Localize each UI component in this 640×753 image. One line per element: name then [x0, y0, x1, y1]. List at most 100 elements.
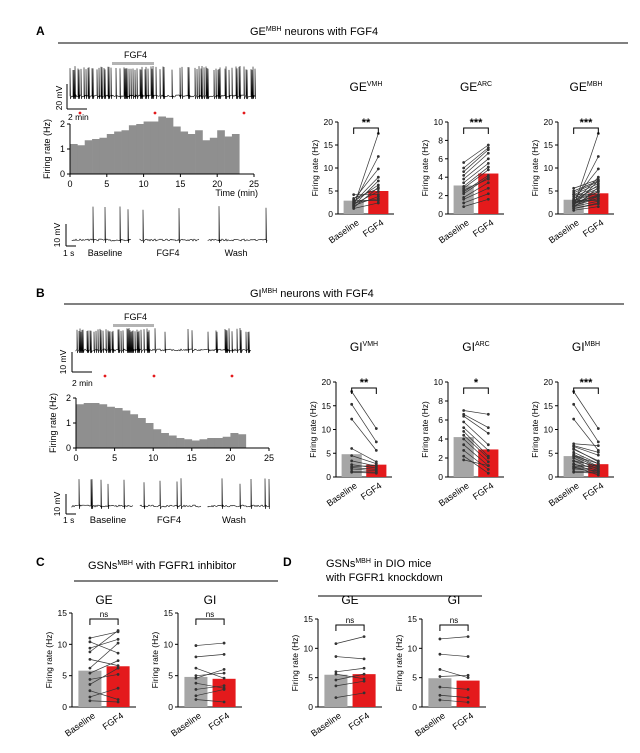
- paired-line: [463, 158, 489, 180]
- significance-label: **: [360, 377, 369, 389]
- data-point: [116, 651, 120, 655]
- data-point: [462, 433, 466, 437]
- paired-line: [89, 674, 119, 680]
- data-point: [596, 183, 600, 187]
- data-point: [572, 456, 576, 460]
- data-point: [350, 447, 354, 450]
- paired-line: [335, 667, 365, 673]
- paired-line: [439, 669, 469, 679]
- histogram-bin: [128, 125, 137, 174]
- histogram-bin: [99, 137, 108, 174]
- bar-fgf4: [212, 678, 236, 707]
- histogram-bin: [136, 124, 144, 174]
- x-category-label: FGF4: [207, 710, 232, 731]
- histogram-bin: [130, 414, 139, 448]
- histogram-bin: [187, 134, 196, 174]
- seg-label-baseline-a: Baseline: [88, 248, 123, 258]
- data-point: [88, 650, 92, 654]
- y-axis-label: Firing rate (Hz): [150, 632, 160, 689]
- data-point: [572, 470, 576, 474]
- data-point: [222, 688, 226, 691]
- data-point: [222, 676, 226, 680]
- data-point: [376, 155, 380, 158]
- x-tick-label: 10: [139, 179, 149, 189]
- significance-bracket: [335, 624, 365, 631]
- panel-letter-d: D: [283, 555, 292, 569]
- histogram-bin: [207, 438, 216, 448]
- x-category-label: FGF4: [471, 217, 496, 238]
- data-point: [438, 668, 442, 671]
- data-point: [572, 417, 576, 421]
- data-point: [462, 177, 466, 181]
- y-axis-label: Firing rate (Hz): [308, 401, 318, 458]
- paired-line: [439, 686, 469, 690]
- x-tick-label: 10: [148, 453, 158, 463]
- y-tick-label: 10: [434, 377, 444, 387]
- paired-line: [195, 654, 225, 658]
- paired-line: [463, 413, 489, 428]
- seg-label-fgf4-b: FGF4: [157, 515, 181, 526]
- data-point: [334, 696, 338, 700]
- chart-title: GEARC: [460, 80, 492, 94]
- histogram-bin: [92, 139, 100, 174]
- x-category-label: FGF4: [347, 710, 372, 731]
- histogram-bin: [122, 410, 131, 448]
- y-axis-label: Firing rate (Hz): [42, 119, 52, 179]
- paired-line: [463, 455, 489, 474]
- paired-line: [573, 471, 599, 474]
- histogram-bin: [114, 408, 123, 448]
- data-point: [486, 177, 490, 181]
- data-point: [376, 167, 380, 171]
- data-point: [334, 678, 338, 682]
- data-point: [596, 444, 600, 448]
- paired-line: [573, 455, 599, 465]
- data-point: [486, 464, 490, 467]
- chart-d-ge: GE 0 5 10 15 Firing rate (Hz) ns Baseline FGF4: [290, 593, 382, 738]
- data-point: [362, 657, 366, 661]
- chart-b-givmh: GIVMH 0 5 10 15 20 Firing rate (Hz) ** Baseline F…: [308, 340, 392, 508]
- paired-line: [195, 699, 225, 703]
- x-category-label: Baseline: [325, 480, 359, 508]
- y-axis-label: Firing rate (Hz): [394, 635, 404, 692]
- significance-bracket: [463, 127, 489, 134]
- data-point: [486, 148, 490, 152]
- data-point: [374, 464, 378, 467]
- paired-line: [463, 187, 489, 200]
- paired-line: [463, 193, 489, 204]
- significance-label: *: [474, 377, 479, 389]
- x-category-label: Baseline: [327, 217, 361, 245]
- histogram-bin: [106, 134, 115, 174]
- paired-line: [89, 660, 119, 674]
- data-point: [350, 459, 354, 463]
- paired-line: [463, 175, 489, 193]
- x-category-label: Baseline: [169, 710, 203, 738]
- data-point: [350, 402, 354, 406]
- data-point: [462, 197, 466, 201]
- histogram-bin: [168, 435, 177, 448]
- paired-line: [573, 188, 599, 199]
- histogram-bin: [143, 121, 152, 174]
- x-tick-label: 25: [264, 453, 274, 463]
- data-point: [466, 696, 470, 700]
- data-point: [438, 637, 442, 641]
- y-axis-label: Firing rate (Hz): [420, 401, 430, 458]
- significance-bracket: [463, 387, 489, 394]
- data-point: [486, 449, 490, 452]
- histogram-bin: [91, 403, 100, 448]
- paired-line: [573, 203, 599, 209]
- data-point: [376, 190, 380, 193]
- significance-bracket: [573, 387, 599, 394]
- data-point: [462, 181, 466, 185]
- histogram-bin: [153, 429, 162, 448]
- y-axis-label: Firing rate (Hz): [290, 635, 300, 692]
- x-tick-label: 5: [104, 179, 109, 189]
- y-tick-label: 10: [58, 639, 68, 649]
- y-tick-label: 2: [60, 119, 65, 129]
- data-point: [88, 678, 92, 681]
- paired-line: [463, 431, 489, 457]
- data-point: [462, 430, 466, 433]
- y-tick-label: 4: [438, 172, 443, 182]
- data-point: [466, 655, 470, 658]
- data-point: [572, 459, 576, 463]
